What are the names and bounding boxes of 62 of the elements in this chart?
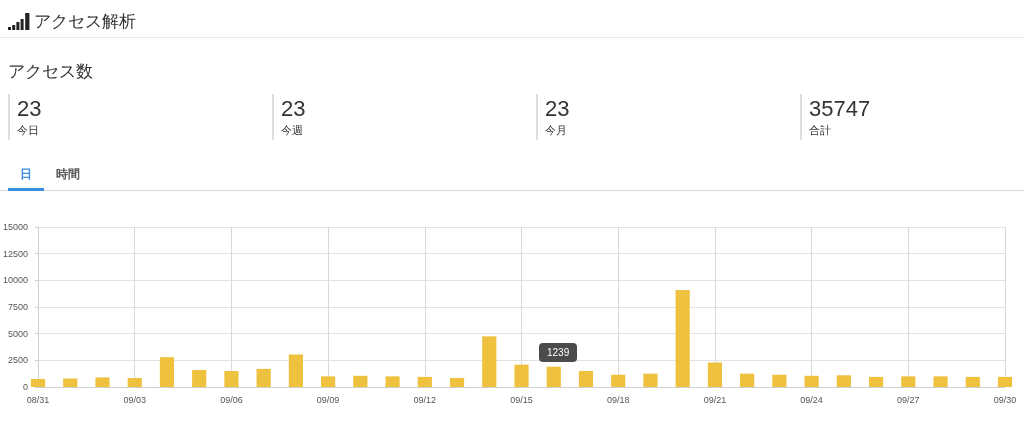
y-tick-label: 10000 — [3, 275, 29, 286]
data-label: 23 — [281, 95, 306, 123]
y-tick-label: 12500 — [3, 248, 29, 259]
bar — [707, 362, 722, 387]
bar — [997, 376, 1013, 387]
x-tick-label: 09/12 — [413, 394, 437, 405]
category-label: 今日 — [17, 123, 39, 137]
bar — [288, 354, 303, 387]
x-tick-label: 09/30 — [993, 394, 1017, 405]
data-label: 35747 — [809, 95, 871, 123]
y-tick-label: 5000 — [8, 328, 29, 339]
category-label: 合計 — [809, 123, 831, 137]
tooltip: 1239 — [539, 343, 578, 362]
x-tick-label: 09/21 — [703, 394, 727, 405]
x-tick-label: 09/09 — [316, 394, 340, 405]
bar — [868, 376, 884, 387]
bar — [643, 373, 658, 387]
bar — [353, 375, 368, 387]
bar — [611, 374, 626, 387]
bar — [321, 376, 336, 387]
bar — [385, 376, 400, 387]
bar — [449, 377, 465, 387]
data-label: 23 — [17, 95, 42, 123]
bar — [933, 376, 948, 387]
bar — [836, 375, 851, 387]
x-tick-label: 09/18 — [606, 394, 630, 405]
bar — [417, 376, 432, 387]
bar — [965, 376, 980, 387]
bar — [159, 357, 175, 387]
x-tick-label: 09/06 — [220, 394, 243, 405]
category-label: 今週 — [281, 123, 303, 137]
y-tick-label: 2500 — [8, 355, 29, 366]
y-tick-label: 15000 — [3, 222, 29, 232]
bar — [30, 379, 46, 387]
text: アクセス数 — [8, 62, 93, 81]
text: アクセス解析 — [34, 10, 136, 33]
y-tick-label: 7500 — [8, 302, 29, 312]
bar — [95, 377, 110, 387]
x-tick-label: 09/03 — [123, 394, 146, 405]
x-tick-label: 08/31 — [26, 394, 50, 405]
x-tick-label: 09/24 — [800, 394, 823, 405]
bar — [546, 366, 561, 387]
bar — [256, 368, 271, 387]
bar — [740, 373, 755, 387]
bar — [224, 371, 239, 387]
bar — [804, 375, 819, 387]
data-label: 23 — [545, 95, 570, 123]
bar — [482, 336, 497, 387]
text: 時間 — [55, 166, 81, 183]
y-tick-label: 0 — [23, 382, 29, 392]
x-tick-label: 09/27 — [897, 394, 920, 405]
text: 日 — [8, 164, 44, 191]
category-label: 今月 — [545, 123, 567, 137]
bar — [772, 374, 787, 387]
bar — [578, 371, 594, 387]
bar — [675, 289, 690, 387]
bar — [127, 377, 142, 387]
bar — [901, 376, 916, 387]
x-tick-label: 09/15 — [510, 394, 533, 405]
bar — [63, 378, 78, 387]
bar — [192, 369, 207, 387]
bar — [514, 364, 529, 387]
